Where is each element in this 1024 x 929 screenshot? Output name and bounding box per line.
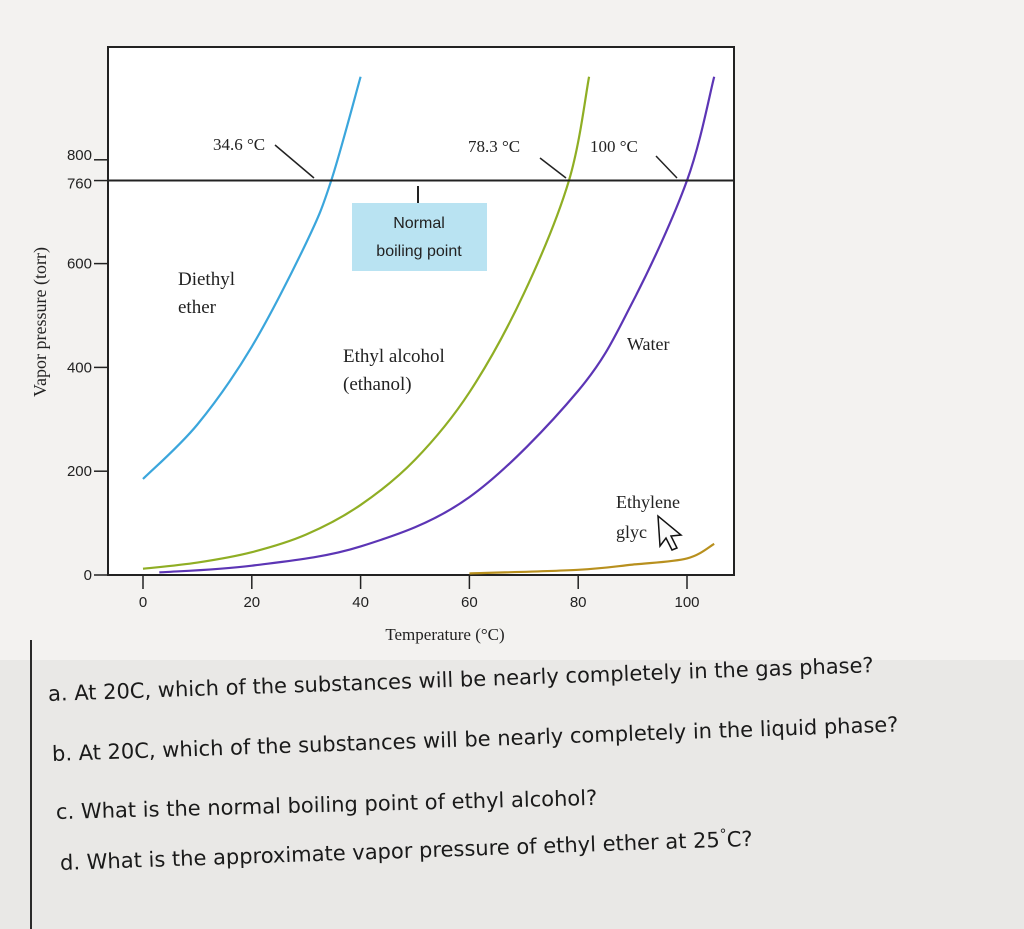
series-line-diethyl-ether: [142, 76, 362, 480]
water-bp-label: 100 °C: [590, 137, 638, 156]
y-axis-title: Vapor pressure (torr): [30, 247, 51, 397]
ethylene-glycol-label-1: Ethylene: [616, 492, 680, 512]
y-tick-label: 400: [67, 359, 92, 376]
series-line-water: [159, 76, 716, 574]
series-layer: [142, 76, 716, 575]
mouse-cursor-icon: [657, 514, 683, 551]
normal-bp-line2: boiling point: [376, 243, 462, 260]
y-tick-label: 760: [67, 176, 92, 193]
y-tick-label: 0: [84, 567, 92, 584]
question-c: c. What is the normal boiling point of e…: [55, 785, 598, 824]
y-tick-label: 800: [67, 147, 92, 164]
x-tick-label: 80: [570, 594, 587, 611]
question-d-text: d. What is the approximate vapor pressur…: [59, 827, 721, 875]
ethylene-glycol-label-2: glyc: [616, 522, 647, 542]
y-tick-label: 600: [67, 256, 92, 273]
diethyl-ether-label-1: Diethyl: [178, 269, 235, 290]
y-tick-label: 200: [67, 463, 92, 480]
normal-bp-line1: Normal: [393, 215, 445, 232]
page-margin-line: [30, 640, 32, 929]
x-tick-label: 40: [352, 594, 369, 611]
x-tick-label: 100: [674, 594, 699, 611]
x-tick-label: 0: [139, 594, 147, 611]
series-line-ethyl-alcohol-ethanol: [142, 76, 591, 570]
question-d: d. What is the approximate vapor pressur…: [60, 826, 753, 875]
series-line-ethylene-glycol: [469, 542, 715, 575]
axes-layer: 0 20 40 60 80 100 0 200 400 600 760 800: [67, 147, 700, 611]
x-axis-title: Temperature (°C): [385, 625, 504, 644]
diethyl-ether-label-2: ether: [178, 297, 217, 318]
ethanol-bp-label: 78.3 °C: [468, 137, 520, 156]
plot-frame: [107, 46, 735, 576]
normal-bp-box: [352, 203, 487, 271]
x-tick-label: 60: [461, 594, 478, 611]
ethyl-alcohol-label-1: Ethyl alcohol: [343, 346, 445, 367]
ether-bp-label: 34.6 °C: [213, 135, 265, 154]
question-b: b. At 20C, which of the substances will …: [51, 712, 899, 766]
ether-bp-pointer: [274, 144, 315, 179]
question-a: a. At 20C, which of the substances will …: [47, 653, 874, 706]
vapor-pressure-chart: 0 20 40 60 80 100 0 200 400 600 760 800 34.6 °C 78.…: [30, 46, 735, 644]
water-label: Water: [627, 334, 670, 354]
question-d-unit: C?: [726, 826, 753, 852]
x-tick-label: 20: [243, 594, 260, 611]
ethanol-bp-pointer: [539, 157, 567, 179]
water-bp-pointer: [655, 155, 678, 179]
ethyl-alcohol-label-2: (ethanol): [343, 374, 412, 395]
